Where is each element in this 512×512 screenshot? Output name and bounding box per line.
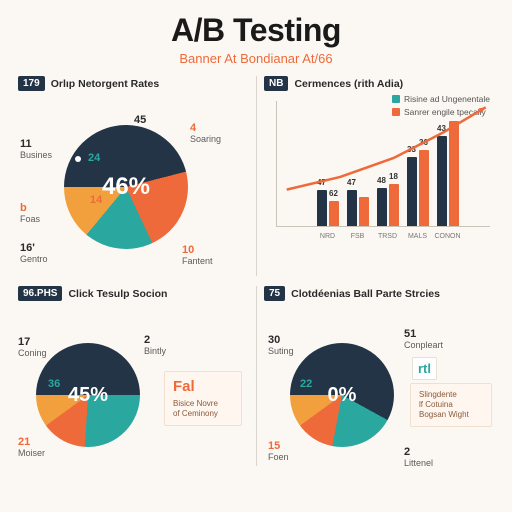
bar-value-label: 48	[377, 176, 386, 185]
callout: 21Moiser	[18, 437, 45, 458]
panel-conversion-pie: 179 Orlıp Netorgent Rates 46%4Soaring 45 1…	[18, 76, 248, 276]
bar-value-label: 47	[317, 178, 326, 187]
callout: 36	[48, 379, 60, 391]
panel-title: Click Tesulp Socion	[68, 288, 167, 300]
bar: 36	[419, 150, 429, 226]
bar	[359, 197, 369, 226]
page-subtitle: Banner At Bondianar At/66	[18, 51, 494, 66]
pie-center-label: 46%	[64, 125, 188, 249]
callout: 17Coning	[18, 337, 47, 358]
callout: 14	[90, 195, 102, 207]
bar: 47	[347, 190, 357, 226]
bar-value-label: 18	[389, 172, 398, 181]
panel-stories-pie: 75 Clotdéenias Ball Parte Strcies 0%30Su…	[264, 286, 494, 466]
callout: 51Conpleart	[404, 329, 443, 350]
bar-group: 4818	[377, 184, 399, 226]
callout: 15Foen	[268, 441, 289, 462]
panel-title: Cermences (rith Adia)	[294, 78, 403, 90]
panel-header: 75 Clotdéenias Ball Parte Strcies	[264, 286, 494, 301]
bar-value-label: 36	[419, 138, 428, 147]
callout: 10Fantent	[182, 245, 213, 266]
callout: 45	[134, 115, 146, 127]
panel-bar-chart: NB Cermences (rith Adia) Risine ad Ungen…	[264, 76, 494, 276]
bar-area: 4762NRD47FSB4818TRSD3336MALS43CONON	[264, 97, 494, 247]
callout: bFoas	[20, 203, 40, 224]
panel-badge: 75	[264, 286, 285, 301]
callout: 16'Gentro	[20, 243, 48, 264]
callout: 2Littenel	[404, 447, 433, 468]
info-box: FalBisice Novreof Ceminony	[164, 371, 242, 426]
callout: 30Suting	[268, 335, 294, 356]
x-tick: NRD	[320, 233, 335, 240]
chart-grid: 179 Orlıp Netorgent Rates 46%4Soaring 45 1…	[18, 76, 494, 466]
bar: 18	[389, 184, 399, 226]
page: A/B Testing Banner At Bondianar At/66 17…	[0, 0, 512, 512]
bar-group: 4762	[317, 190, 339, 226]
x-tick: MALS	[408, 233, 427, 240]
pie-center-label: 45%	[36, 343, 140, 447]
page-title: A/B Testing	[18, 12, 494, 49]
divider	[256, 76, 257, 276]
callout: 4Soaring	[190, 123, 221, 144]
callout: 24	[88, 153, 100, 165]
info-box: Slingdentelf CotuinaBogsan Wight	[410, 383, 492, 427]
callout: 22	[300, 379, 312, 391]
x-tick: CONON	[434, 233, 460, 240]
divider	[256, 286, 257, 466]
bar-value-label: 33	[407, 145, 416, 154]
bar-plot: 4762NRD47FSB4818TRSD3336MALS43CONON	[276, 101, 490, 227]
panel-header: 96.PHS Click Tesulp Socion	[18, 286, 248, 301]
bar: 62	[329, 201, 339, 226]
bar	[449, 121, 459, 226]
panel-badge: NB	[264, 76, 288, 91]
x-tick: FSB	[351, 233, 365, 240]
callout: 11Busines	[20, 139, 52, 160]
bar-value-label: 47	[347, 178, 356, 187]
bar-value-label: 43	[437, 124, 446, 133]
pie-chart: 46%4Soaring 45 11Busines 24 bFoas 14 16'Gentro…	[18, 95, 248, 277]
bar: 47	[317, 190, 327, 226]
pie-chart: 0%30Suting 22 15Foen 2Littenel 51Conpleart Sl…	[264, 305, 494, 467]
bar: 43	[437, 136, 447, 226]
x-tick: TRSD	[378, 233, 397, 240]
bar: 48	[377, 188, 387, 226]
bar-group: 47	[347, 190, 369, 226]
panel-header: NB Cermences (rith Adia)	[264, 76, 494, 91]
bar: 33	[407, 157, 417, 226]
panel-badge: 179	[18, 76, 45, 91]
panel-header: 179 Orlıp Netorgent Rates	[18, 76, 248, 91]
bar-value-label: 62	[329, 189, 338, 198]
bar-group: 43	[437, 121, 459, 226]
panel-badge: 96.PHS	[18, 286, 62, 301]
bar-group: 3336	[407, 150, 429, 226]
panel-title: Orlıp Netorgent Rates	[51, 78, 160, 90]
panel-title: Clotdéenias Ball Parte Strcies	[291, 288, 440, 300]
pie-center-label: 0%	[290, 343, 394, 447]
callout: 2Bintly	[144, 335, 166, 356]
ghost-badge: rtl	[412, 357, 437, 380]
pie-chart: 45%17Coning 36 21Moiser 2Bintly FalBisice No…	[18, 305, 248, 467]
panel-click-pie: 96.PHS Click Tesulp Socion 45%17Coning 36…	[18, 286, 248, 466]
